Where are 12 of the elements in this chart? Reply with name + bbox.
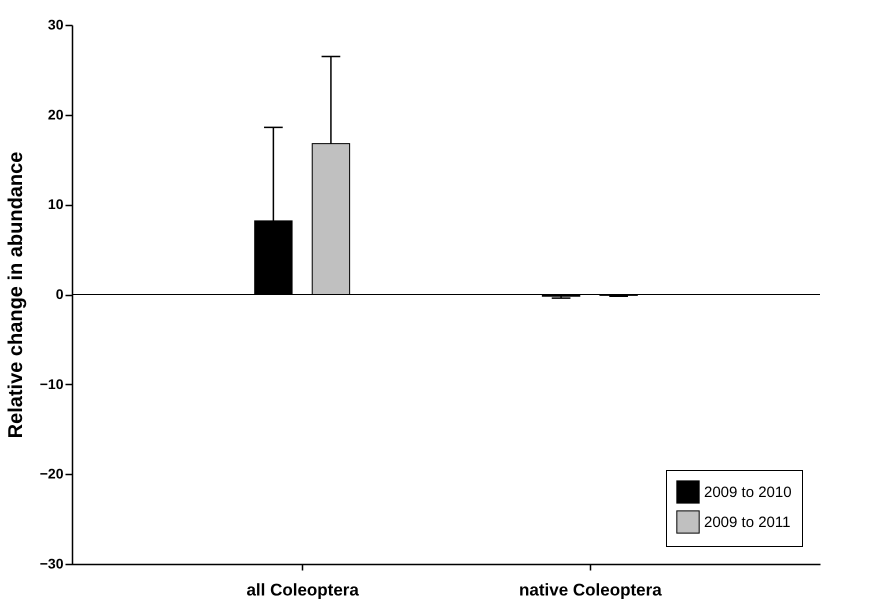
y-axis-title: Relative change in abundance xyxy=(4,152,27,438)
x-tick-label: all Coleoptera xyxy=(246,580,360,600)
x-tick-label: native Coleoptera xyxy=(519,580,662,600)
y-tick-label: 0 xyxy=(56,286,64,302)
legend-label: 2009 to 2010 xyxy=(704,484,792,501)
y-tick-label: −10 xyxy=(40,376,64,392)
legend-label: 2009 to 2011 xyxy=(704,514,790,531)
y-tick-label: 10 xyxy=(48,196,64,212)
y-tick-label: 30 xyxy=(48,16,64,32)
y-tick-label: −20 xyxy=(40,466,64,482)
y-tick-label: −30 xyxy=(40,556,64,572)
y-tick-label: 20 xyxy=(48,106,64,122)
